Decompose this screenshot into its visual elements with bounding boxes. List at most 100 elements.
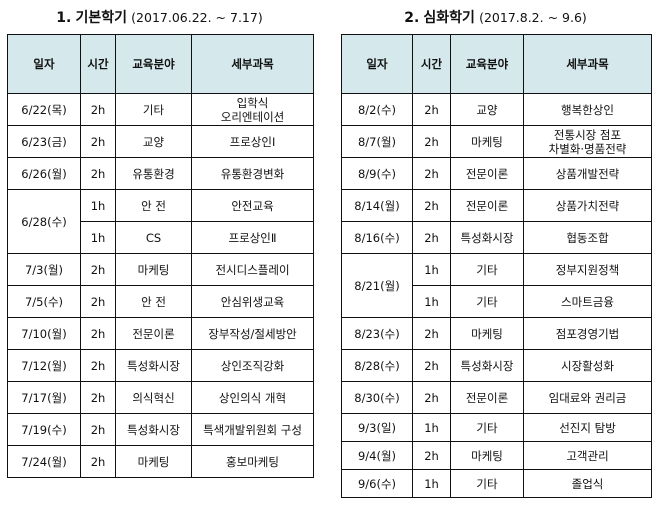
field-cell: 마케팅 — [450, 125, 524, 158]
date-cell: 8/23(수) — [341, 317, 413, 350]
subject-cell: 선진지 탐방 — [523, 413, 652, 442]
subject-cell: 입학식 오리엔테이션 — [191, 93, 314, 126]
field-cell: 특성화시장 — [115, 413, 192, 446]
table-row: 6/23(금) 2h 교양 프로상인Ⅰ — [7, 125, 314, 158]
date-cell: 7/3(월) — [7, 253, 81, 286]
subject-cell: 프로상인Ⅰ — [191, 125, 314, 158]
table-row: 8/16(수) 2h 특성화시장 협동조합 — [341, 221, 652, 254]
table-row: 8/2(수) 2h 교양 행복한상인 — [341, 93, 652, 126]
field-cell: 유통환경 — [115, 157, 192, 190]
field-cell: 기타 — [450, 413, 524, 442]
hours-cell: 2h — [412, 157, 451, 190]
subject-cell: 임대료와 권리금 — [523, 381, 652, 414]
field-cell: 안 전 — [115, 285, 192, 318]
hours-cell: 2h — [412, 317, 451, 350]
table-row: 8/21(월) 1h 기타 정부지원정책 — [341, 253, 652, 318]
table-row: 8/28(수) 2h 특성화시장 시장활성화 — [341, 349, 652, 382]
hours-cell: 1h — [412, 253, 451, 286]
subject-cell: 안전교육 — [191, 189, 314, 222]
hours-cell: 2h — [80, 381, 116, 414]
semester1-table: 일자 시간 교육분야 세부과목 6/22(목) 2h 기타 입학식 오리엔테이션 6/23… — [7, 34, 314, 478]
subject-cell: 상인조직강화 — [191, 349, 314, 382]
header-hours: 시간 — [412, 34, 451, 94]
subject-cell: 시장활성화 — [523, 349, 652, 382]
hours-cell: 2h — [412, 125, 451, 158]
hours-cell: 2h — [80, 285, 116, 318]
date-cell: 7/10(월) — [7, 317, 81, 350]
subject-cell: 점포경영기법 — [523, 317, 652, 350]
table-row: 1h CS 프로상인Ⅱ — [8, 221, 314, 254]
field-cell: 교양 — [115, 125, 192, 158]
hours-cell: 2h — [412, 221, 451, 254]
table-header-row: 일자 시간 교육분야 세부과목 — [7, 34, 314, 94]
field-cell: 기타 — [115, 93, 192, 126]
semester1-number: 1. — [56, 10, 72, 26]
table-row: 6/26(월) 2h 유통환경 유통환경변화 — [7, 157, 314, 190]
date-cell: 8/14(월) — [341, 189, 413, 222]
table-row: 9/6(수) 1h 기타 졸업식 — [341, 469, 652, 498]
table-row: 7/5(수) 2h 안 전 안심위생교육 — [7, 285, 314, 318]
field-cell: 교양 — [450, 93, 524, 126]
subject-cell: 유통환경변화 — [191, 157, 314, 190]
subject-cell: 상인의식 개혁 — [191, 381, 314, 414]
field-cell: 마케팅 — [115, 445, 192, 478]
date-cell: 8/9(수) — [341, 157, 413, 190]
subject-cell: 스마트금융 — [523, 285, 652, 318]
subject-cell: 협동조합 — [523, 221, 652, 254]
subject-cell: 전시디스플레이 — [191, 253, 314, 286]
date-cell: 6/22(목) — [7, 93, 81, 126]
date-cell: 8/30(수) — [341, 381, 413, 414]
hours-cell: 2h — [412, 441, 451, 470]
hours-cell: 1h — [80, 221, 116, 254]
hours-cell: 2h — [80, 317, 116, 350]
subject-cell: 전통시장 점포 차별화·명품전략 — [523, 125, 652, 158]
table-row: 8/7(월) 2h 마케팅 전통시장 점포 차별화·명품전략 — [341, 125, 652, 158]
field-cell: 의식혁신 — [115, 381, 192, 414]
field-cell: 기타 — [450, 253, 524, 286]
table-row: 6/28(수) 1h 안 전 안전교육 — [7, 189, 314, 254]
subject-cell: 졸업식 — [523, 469, 652, 498]
semester2-table: 일자 시간 교육분야 세부과목 8/2(수) 2h 교양 행복한상인 8/7(월) 2h 마… — [341, 34, 652, 498]
hours-cell: 2h — [412, 349, 451, 382]
table-row: 9/4(월) 2h 마케팅 고객관리 — [341, 441, 652, 470]
table-row: 9/3(일) 1h 기타 선진지 탐방 — [341, 413, 652, 442]
hours-cell: 1h — [412, 413, 451, 442]
field-cell: 특성화시장 — [115, 349, 192, 382]
header-date: 일자 — [341, 34, 413, 94]
field-cell: 전문이론 — [450, 189, 524, 222]
semester1-name: 기본학기 — [75, 10, 128, 26]
subject-cell: 정부지원정책 — [523, 253, 652, 286]
field-cell: 특성화시장 — [450, 349, 524, 382]
field-cell: CS — [115, 221, 192, 254]
subject-cell: 안심위생교육 — [191, 285, 314, 318]
header-subject: 세부과목 — [523, 34, 652, 94]
date-cell: 6/28(수) — [7, 189, 81, 254]
hours-cell: 2h — [412, 93, 451, 126]
field-cell: 전문이론 — [450, 381, 524, 414]
date-cell: 8/21(월) — [341, 253, 413, 318]
hours-cell: 2h — [80, 93, 116, 126]
table-row: 8/9(수) 2h 전문이론 상품개발전략 — [341, 157, 652, 190]
date-cell: 6/23(금) — [7, 125, 81, 158]
table-row: 8/30(수) 2h 전문이론 임대료와 권리금 — [341, 381, 652, 414]
subject-cell: 특색개발위원회 구성 — [191, 413, 314, 446]
table-row: 7/17(월) 2h 의식혁신 상인의식 개혁 — [7, 381, 314, 414]
field-cell: 기타 — [450, 469, 524, 498]
semester2-name: 심화학기 — [423, 10, 475, 26]
table-row: 7/19(수) 2h 특성화시장 특색개발위원회 구성 — [7, 413, 314, 446]
hours-cell: 2h — [80, 125, 116, 158]
hours-cell: 1h — [412, 469, 451, 498]
hours-cell: 2h — [80, 157, 116, 190]
date-cell: 8/2(수) — [341, 93, 413, 126]
semester1-title: 1. 기본학기 (2017.06.22. ~ 7.17) — [7, 7, 312, 27]
date-cell: 7/5(수) — [7, 285, 81, 318]
field-cell: 안 전 — [115, 189, 192, 222]
subject-cell: 상품가치전략 — [523, 189, 652, 222]
date-cell: 8/28(수) — [341, 349, 413, 382]
hours-cell: 1h — [80, 189, 116, 222]
field-cell: 전문이론 — [115, 317, 192, 350]
date-cell: 7/12(월) — [7, 349, 81, 382]
table-row: 7/3(월) 2h 마케팅 전시디스플레이 — [7, 253, 314, 286]
hours-cell: 2h — [80, 413, 116, 446]
date-cell: 7/19(수) — [7, 413, 81, 446]
